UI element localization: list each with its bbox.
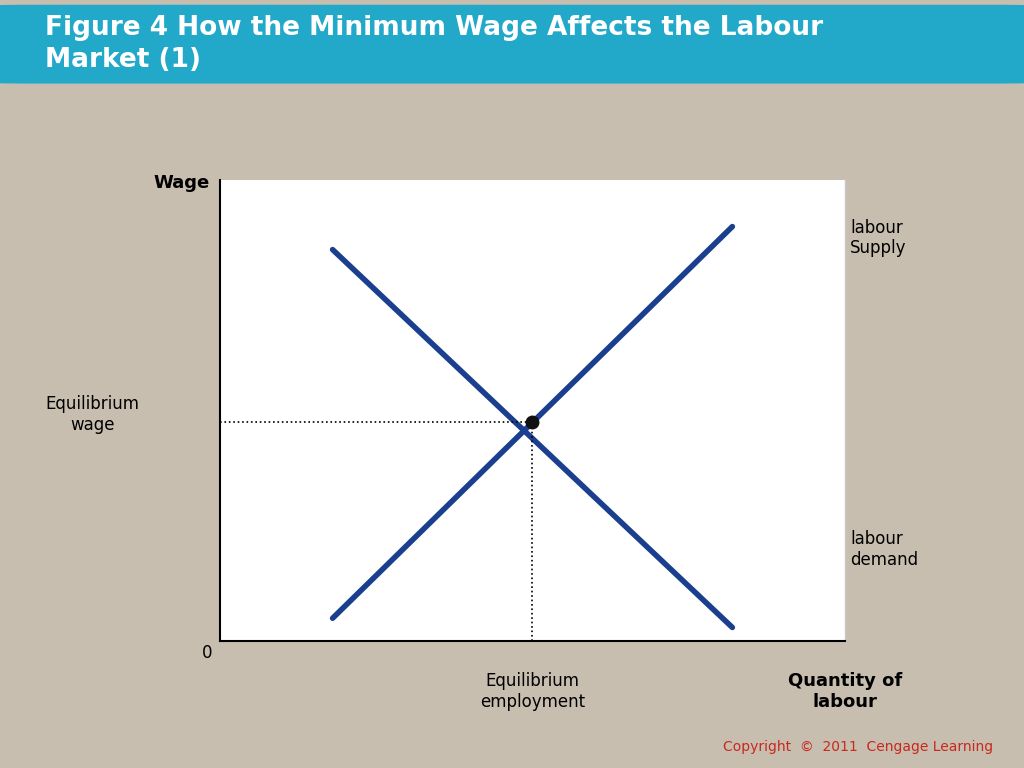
FancyBboxPatch shape — [0, 5, 1024, 84]
Text: Equilibrium
wage: Equilibrium wage — [45, 396, 139, 434]
Text: 0: 0 — [202, 644, 212, 661]
Text: labour
Supply: labour Supply — [850, 219, 906, 257]
Text: Figure 4 How the Minimum Wage Affects the Labour: Figure 4 How the Minimum Wage Affects th… — [45, 15, 823, 41]
Text: Equilibrium
employment: Equilibrium employment — [480, 672, 585, 711]
Text: Quantity of
labour: Quantity of labour — [787, 672, 902, 711]
Text: Wage: Wage — [154, 174, 210, 192]
Text: Copyright  ©  2011  Cengage Learning: Copyright © 2011 Cengage Learning — [723, 740, 993, 754]
Text: labour
demand: labour demand — [850, 530, 919, 568]
Text: Market (1): Market (1) — [45, 47, 201, 73]
